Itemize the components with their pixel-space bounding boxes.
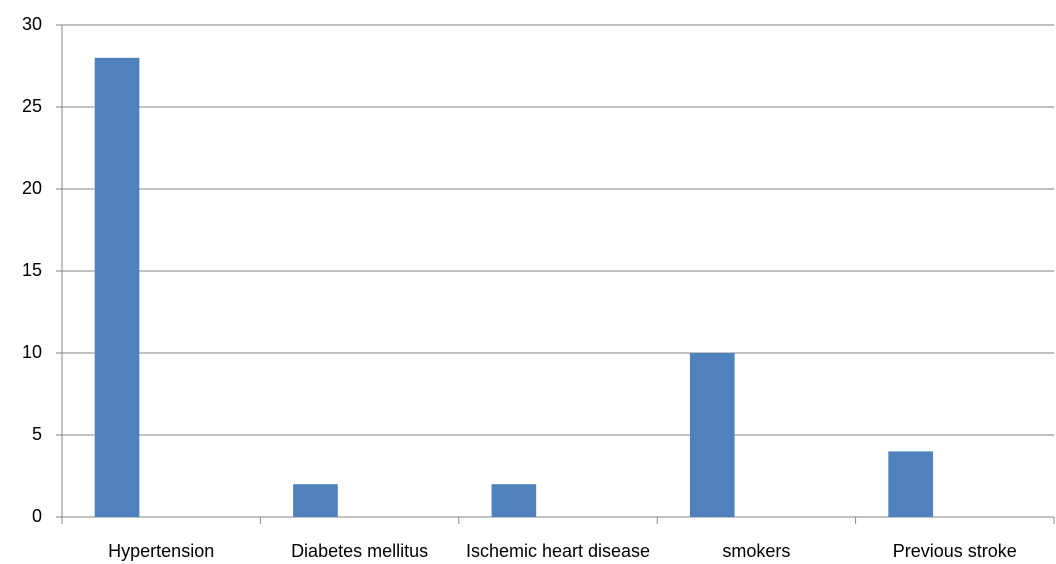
bar: [491, 484, 537, 517]
y-tick-label: 5: [32, 424, 42, 444]
y-tick-label: 0: [32, 506, 42, 526]
y-tick-label: 15: [22, 260, 42, 280]
x-tick-label: Hypertension: [108, 541, 214, 561]
x-tick-label: smokers: [722, 541, 790, 561]
bar: [94, 57, 140, 518]
bar: [689, 353, 735, 517]
x-tick-label: Previous stroke: [893, 541, 1017, 561]
y-tick-label: 25: [22, 96, 42, 116]
y-tick-label: 30: [22, 14, 42, 34]
bar: [293, 484, 338, 517]
y-tick-label: 10: [22, 342, 42, 362]
bar: [888, 451, 933, 517]
y-tick-label: 20: [22, 178, 42, 198]
x-tick-label: Ischemic heart disease: [466, 541, 650, 561]
x-tick-label: Diabetes mellitus: [291, 541, 428, 561]
